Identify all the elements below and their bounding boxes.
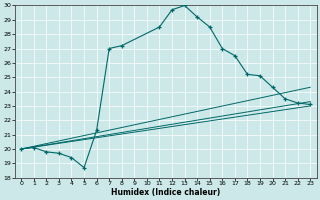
X-axis label: Humidex (Indice chaleur): Humidex (Indice chaleur) bbox=[111, 188, 220, 197]
